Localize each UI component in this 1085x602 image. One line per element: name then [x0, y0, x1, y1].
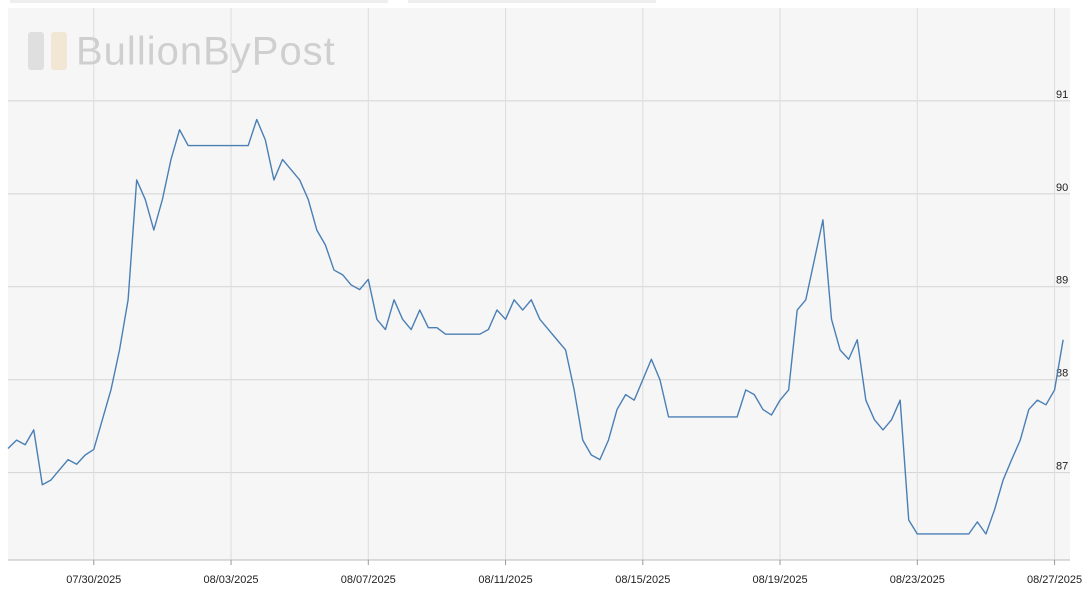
- y-tick-label: 88: [1056, 368, 1068, 380]
- y-tick-label: 91: [1056, 89, 1068, 101]
- x-tick-label: 08/15/2025: [615, 574, 670, 586]
- x-tick-label: 08/27/2025: [1027, 574, 1082, 586]
- x-tick-label: 08/19/2025: [753, 574, 808, 586]
- x-tick-label: 08/03/2025: [204, 574, 259, 586]
- x-tick-label: 07/30/2025: [66, 574, 121, 586]
- price-line: [7, 118, 1064, 535]
- y-tick-label: 89: [1056, 275, 1068, 287]
- y-tick-label: 87: [1056, 461, 1068, 473]
- watermark: BullionByPost: [76, 30, 336, 74]
- y-tick-label: 90: [1056, 182, 1068, 194]
- x-tick-label: 08/23/2025: [890, 574, 945, 586]
- tab: [10, 0, 388, 3]
- tab: [408, 0, 656, 3]
- watermark-icon: [28, 32, 67, 70]
- plot-area: [8, 8, 1070, 560]
- x-tick-label: 08/11/2025: [478, 574, 532, 586]
- x-tick-label: 08/07/2025: [341, 574, 396, 586]
